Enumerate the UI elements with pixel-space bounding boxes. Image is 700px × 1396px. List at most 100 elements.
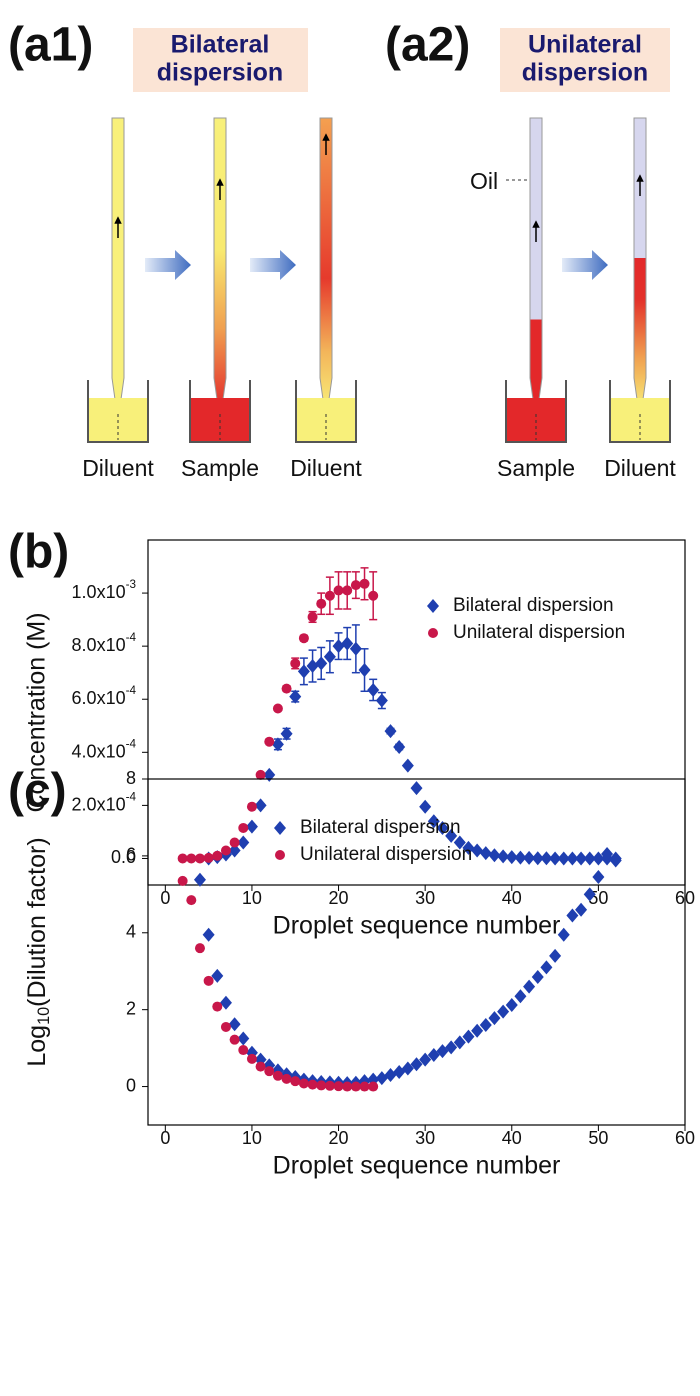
marker	[350, 1081, 361, 1092]
marker	[471, 843, 484, 858]
beaker	[609, 380, 671, 443]
marker	[229, 1034, 240, 1045]
marker	[237, 835, 250, 850]
marker	[212, 850, 223, 861]
tube-label: Diluent	[290, 455, 362, 481]
marker	[186, 853, 197, 864]
panel-label: (a1)	[8, 19, 93, 72]
legend-label: Bilateral dispersion	[453, 595, 614, 616]
marker	[479, 846, 492, 861]
marker	[514, 989, 527, 1004]
tube-label: Sample	[497, 455, 575, 481]
marker	[375, 693, 388, 708]
x-tick-label: 30	[415, 888, 435, 908]
marker	[306, 659, 319, 674]
marker	[445, 1040, 458, 1055]
marker	[245, 819, 258, 834]
marker	[575, 902, 588, 917]
marker	[220, 1021, 231, 1032]
marker	[549, 851, 562, 866]
marker	[592, 870, 605, 885]
marker	[488, 848, 501, 863]
marker	[566, 908, 579, 923]
pipette	[633, 117, 647, 411]
x-tick-label: 0	[160, 888, 170, 908]
legend-label: Unilateral dispersion	[453, 622, 625, 643]
marker	[324, 590, 335, 601]
marker	[281, 1073, 292, 1084]
x-tick-label: 20	[329, 1128, 349, 1148]
marker	[194, 853, 205, 864]
x-tick-label: 10	[242, 888, 262, 908]
marker	[384, 1068, 397, 1083]
marker	[203, 852, 214, 863]
marker	[264, 736, 275, 747]
marker	[203, 975, 214, 986]
marker	[349, 641, 362, 656]
marker	[289, 689, 302, 704]
marker	[368, 590, 379, 601]
marker	[350, 580, 361, 591]
marker	[453, 1035, 466, 1050]
panel-title: Bilateral	[171, 31, 270, 59]
y-tick-label: 6.0x10-4	[72, 684, 137, 708]
x-tick-label: 60	[675, 1128, 695, 1148]
marker	[237, 1031, 250, 1046]
marker	[359, 1081, 370, 1092]
marker	[342, 585, 353, 596]
marker	[531, 969, 544, 984]
marker	[272, 1070, 283, 1081]
marker	[566, 851, 579, 866]
marker	[609, 853, 622, 868]
marker	[281, 683, 292, 694]
pipette	[319, 117, 333, 411]
marker	[212, 1001, 223, 1012]
marker	[436, 820, 449, 835]
y-tick-label: 2.0x10-4	[72, 790, 137, 814]
marker	[298, 633, 309, 644]
marker	[401, 758, 414, 773]
marker	[557, 927, 570, 942]
oil-label: Oil	[470, 168, 498, 194]
y-tick-label: 0	[126, 1075, 136, 1095]
panel-label: (c)	[8, 765, 67, 818]
marker	[246, 1053, 257, 1064]
marker	[601, 846, 614, 861]
marker	[332, 639, 345, 654]
marker	[505, 998, 518, 1013]
marker	[410, 781, 423, 796]
marker	[479, 1018, 492, 1033]
x-tick-label: 10	[242, 1128, 262, 1148]
y-tick-label: 6	[126, 845, 136, 865]
legend-marker	[427, 599, 439, 613]
marker	[531, 851, 544, 866]
marker	[419, 799, 432, 814]
step-arrow	[145, 250, 191, 280]
y-tick-label: 2	[126, 998, 136, 1018]
plot-frame	[147, 778, 686, 1126]
tube-label: Sample	[181, 455, 259, 481]
marker	[263, 767, 276, 782]
marker	[177, 853, 188, 864]
y-tick-label: 4.0x10-4	[72, 737, 137, 761]
legend-marker	[275, 850, 285, 860]
marker	[177, 875, 188, 886]
plot-frame	[147, 539, 686, 886]
marker	[575, 851, 588, 866]
pipette	[111, 117, 125, 411]
beaker	[189, 380, 251, 443]
marker	[316, 1080, 327, 1091]
marker	[298, 1078, 309, 1089]
marker	[315, 656, 328, 671]
tube-label: Diluent	[604, 455, 676, 481]
marker	[280, 726, 293, 741]
marker	[307, 611, 318, 622]
marker	[462, 840, 475, 855]
marker	[549, 948, 562, 963]
marker	[194, 943, 205, 954]
marker	[264, 1066, 275, 1077]
beaker	[295, 380, 357, 443]
marker	[323, 649, 336, 664]
y-axis-title: Concentration (M)	[23, 612, 51, 812]
marker	[359, 578, 370, 589]
